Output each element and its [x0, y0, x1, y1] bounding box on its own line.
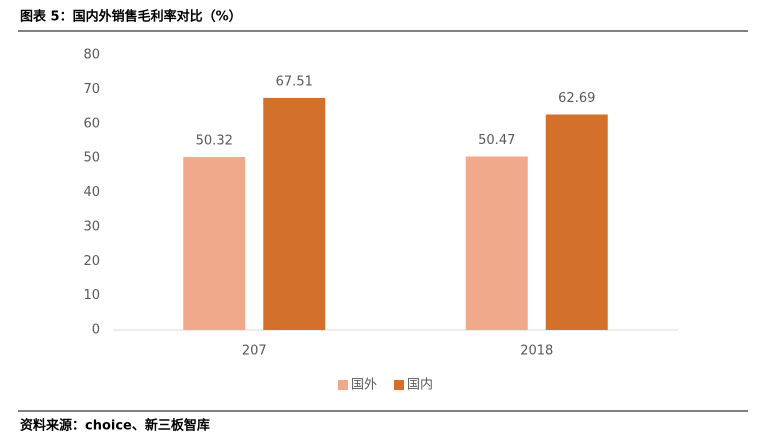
bar: [263, 97, 326, 330]
y-tick-label: 70: [83, 82, 100, 97]
legend-label: 国外: [351, 378, 377, 393]
value-label: 50.32: [196, 134, 233, 149]
y-tick-label: 50: [83, 151, 100, 166]
legend-swatch: [394, 380, 404, 390]
x-tick-label: 207: [242, 344, 267, 359]
value-label: 67.51: [276, 74, 313, 89]
bar: [545, 114, 608, 330]
bar: [183, 157, 246, 330]
legend-label: 国内: [407, 377, 433, 393]
y-tick-label: 0: [92, 323, 100, 338]
chart-title: 图表 5：国内外销售毛利率对比（%）: [20, 9, 242, 25]
value-label: 62.69: [558, 91, 595, 106]
source: 资料来源：choice、新三板智库: [20, 418, 210, 434]
y-tick-label: 60: [83, 116, 100, 131]
y-tick-label: 30: [83, 219, 100, 234]
y-tick-label: 40: [83, 185, 100, 200]
value-label: 50.47: [478, 133, 515, 148]
y-tick-label: 80: [83, 48, 100, 63]
y-tick-label: 20: [83, 254, 100, 269]
y-tick-label: 10: [83, 288, 100, 303]
bar: [465, 156, 528, 330]
x-tick-label: 2018: [520, 344, 553, 359]
legend-swatch: [338, 380, 348, 390]
